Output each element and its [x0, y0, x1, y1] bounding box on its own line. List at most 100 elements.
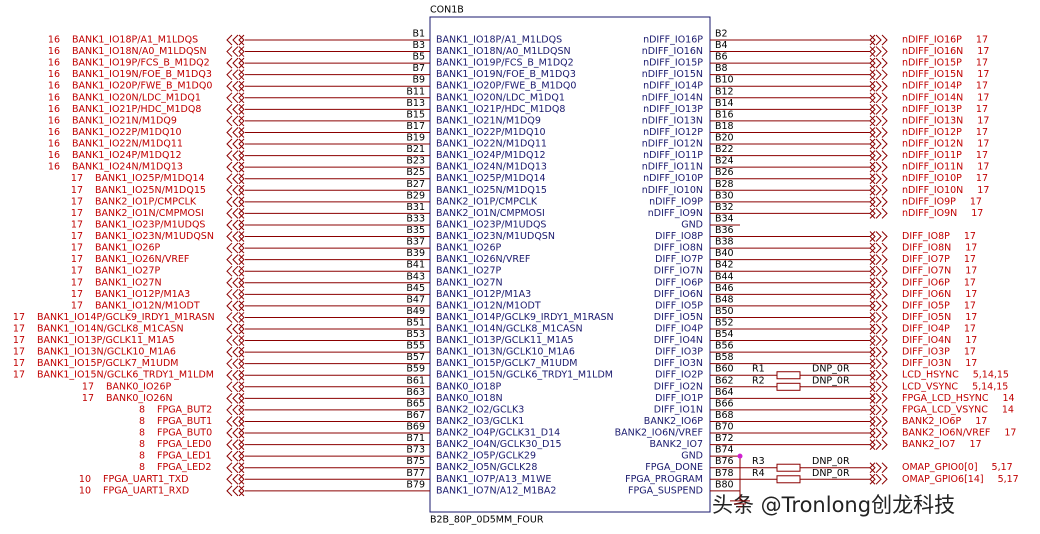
connector	[226, 323, 245, 335]
net-label: LCD_VSYNC	[902, 381, 958, 392]
pin-signal: nDIFF_IO13N	[642, 115, 703, 126]
pin-number: B55	[406, 341, 425, 352]
page-ref: 17	[964, 300, 976, 311]
net-label: BANK1_IO20P/FWE_B_M1DQ0	[72, 81, 212, 92]
connector	[226, 69, 245, 81]
pin-number: B27	[406, 179, 425, 190]
pin-signal: DIFF_IO5P	[655, 300, 703, 311]
net-label: nDIFF_IO16N	[902, 46, 963, 57]
pin-number: B4	[715, 40, 728, 51]
connector	[226, 80, 245, 92]
net-label: BANK0_IO26P	[106, 381, 172, 392]
connector	[869, 80, 888, 92]
pin-number: B60	[715, 364, 734, 375]
page-ref: 8	[139, 428, 145, 439]
page-ref: 17	[965, 289, 977, 300]
net-label: nDIFF_IO10N	[902, 185, 963, 196]
page-ref: 14	[1003, 393, 1015, 404]
connector	[226, 104, 245, 115]
net-label: nDIFF_IO14P	[902, 81, 962, 92]
page-ref: 17	[71, 300, 83, 311]
connector	[226, 404, 245, 416]
page-ref: 16	[48, 46, 60, 57]
pin-signal: BANK1_IO22N/M1DQ11	[436, 139, 547, 150]
component-footer: B2B_80P_0D5MM_FOUR	[430, 515, 544, 526]
pin-number: B75	[406, 456, 425, 467]
page-ref: 16	[48, 162, 60, 173]
page-ref: 17	[71, 173, 83, 184]
page-ref: 17	[976, 173, 988, 184]
page-ref: 16	[48, 92, 60, 103]
resistor	[776, 382, 801, 391]
net-label: nDIFF_IO12N	[902, 139, 963, 150]
pin-number: B36	[715, 225, 734, 236]
resistor-value: DNP_0R	[812, 468, 850, 479]
connector	[226, 138, 245, 150]
net-label: BANK1_IO20N/LDC_M1DQ1	[72, 92, 201, 103]
connector	[869, 254, 888, 265]
pin-signal: BANK1_IO20N/LDC_M1DQ1	[436, 92, 565, 103]
pin-number: B59	[406, 364, 425, 375]
page-ref: 17	[71, 231, 83, 242]
connector	[226, 312, 245, 323]
pin-signal: DIFF_IO3N	[654, 358, 703, 369]
pin-signal: BANK1_IO14N/GCLK8_M1CASN	[436, 324, 583, 335]
pin-signal: BANK2_IO6N/VREF	[615, 428, 703, 439]
pin-number: B31	[406, 202, 425, 213]
connector	[869, 358, 888, 370]
connector	[869, 404, 888, 416]
net-label: nDIFF_IO10P	[902, 173, 962, 184]
pin-number: B51	[406, 318, 425, 329]
net-label: FPGA_BUT2	[157, 404, 212, 415]
pin-number: B73	[406, 445, 425, 456]
pin-signal: nDIFF_IO14P	[643, 81, 703, 92]
pin-number: B12	[715, 86, 734, 97]
net-label: FPGA_BUT0	[157, 428, 212, 439]
net-label: FPGA_UART1_TXD	[103, 474, 188, 485]
pin-number: B63	[406, 387, 425, 398]
pin-signal: BANK1_IO21N/M1DQ9	[436, 115, 541, 126]
connector	[869, 288, 888, 300]
page-ref: 17	[977, 92, 989, 103]
connector	[226, 92, 245, 104]
pin-signal: DIFF_IO3P	[655, 347, 703, 358]
pin-signal: BANK2_IO7	[650, 439, 703, 450]
connector	[869, 150, 888, 161]
connector	[226, 335, 245, 346]
pin-signal: DIFF_IO7N	[654, 266, 703, 277]
net-label: BANK1_IO23P/M1UDQS	[95, 219, 205, 230]
pin-number: B80	[715, 479, 734, 490]
pin-signal: FPGA_DONE	[645, 462, 703, 473]
pin-signal: BANK1_IO26N/VREF	[436, 254, 530, 265]
page-ref: 17	[71, 185, 83, 196]
connector	[869, 300, 888, 312]
page-ref: 8	[139, 439, 145, 450]
net-label: nDIFF_IO13P	[902, 104, 962, 115]
net-label: nDIFF_IO9N	[902, 208, 957, 219]
connector	[226, 57, 245, 69]
pin-number: B6	[715, 52, 728, 63]
page-ref: 17	[976, 127, 988, 138]
page-ref: 17	[82, 393, 94, 404]
page-ref: 17	[13, 335, 25, 346]
net-label: BANK1_IO14P/GCLK9_IRDY1_M1RASN	[37, 312, 215, 323]
connector	[869, 92, 888, 104]
page-ref: 17	[965, 358, 977, 369]
connector	[869, 115, 888, 127]
pin-number: B58	[715, 352, 734, 363]
page-ref: 8	[139, 404, 145, 415]
component-box	[429, 16, 711, 513]
connector	[226, 427, 245, 439]
pin-number: B7	[412, 63, 425, 74]
connector	[869, 104, 888, 115]
page-ref: 17	[976, 81, 988, 92]
pin-signal: BANK2_IO5N/GCLK28	[436, 462, 537, 473]
pin-number: B25	[406, 167, 425, 178]
pin-number: B11	[406, 86, 425, 97]
net-label: nDIFF_IO16P	[902, 35, 962, 46]
pin-signal: BANK1_IO15P/GCLK7_M1UDM	[436, 358, 577, 369]
connector	[226, 393, 245, 404]
net-label: DIFF_IO7N	[902, 266, 951, 277]
page-ref: 17	[969, 439, 981, 450]
connector	[869, 381, 888, 393]
